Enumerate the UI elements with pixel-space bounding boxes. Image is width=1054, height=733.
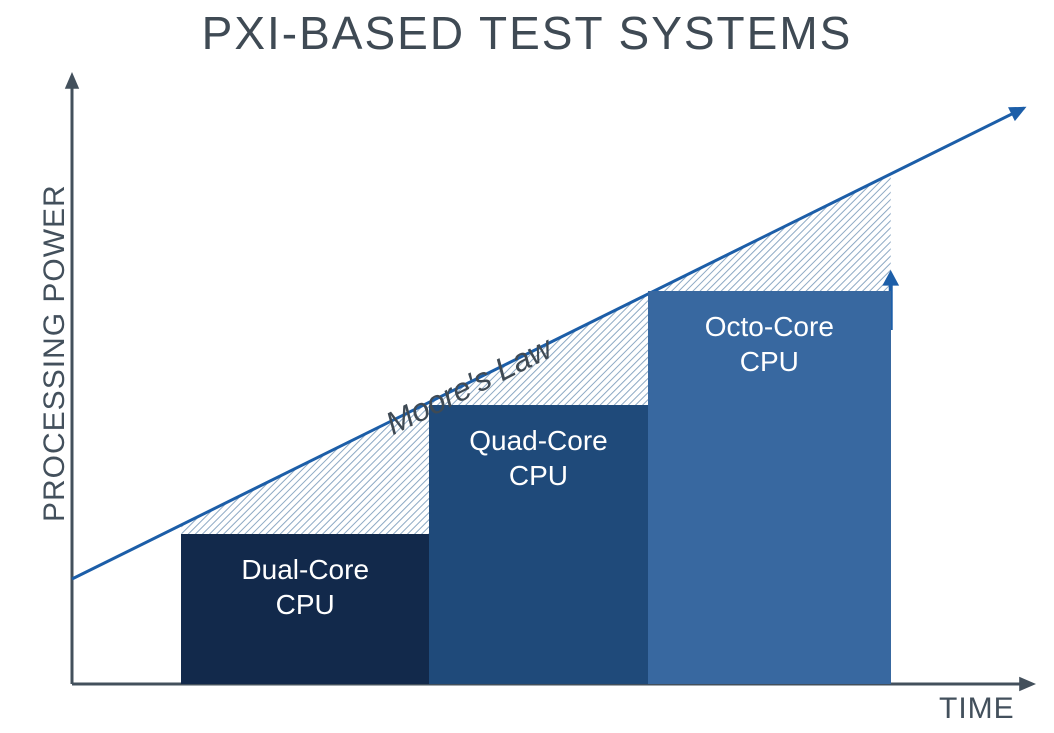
y-axis-label: PROCESSING POWER: [38, 184, 72, 522]
y-axis-arrowhead: [65, 72, 79, 89]
bar-label-line1: Octo-Core: [705, 311, 834, 342]
bar-label-line2: CPU: [276, 589, 335, 620]
plot-area: Dual-Core CPU Quad-Core CPU Octo-Core CP…: [72, 84, 1024, 684]
bar-label: Quad-Core CPU: [429, 423, 648, 493]
bar-octo-core: Octo-Core CPU: [648, 291, 891, 684]
chart-title: PXI-BASED TEST SYSTEMS: [0, 6, 1054, 60]
x-axis-label: TIME: [939, 692, 1015, 726]
bar-label-line1: Quad-Core: [469, 425, 608, 456]
bar-dual-core: Dual-Core CPU: [181, 534, 429, 684]
bar-label-line2: CPU: [509, 460, 568, 491]
bar-label-line1: Dual-Core: [241, 554, 369, 585]
bar-label-line2: CPU: [740, 346, 799, 377]
x-axis-arrowhead: [1019, 677, 1036, 691]
bar-quad-core: Quad-Core CPU: [429, 405, 648, 684]
bar-label: Octo-Core CPU: [648, 309, 891, 379]
bar-label: Dual-Core CPU: [181, 552, 429, 622]
